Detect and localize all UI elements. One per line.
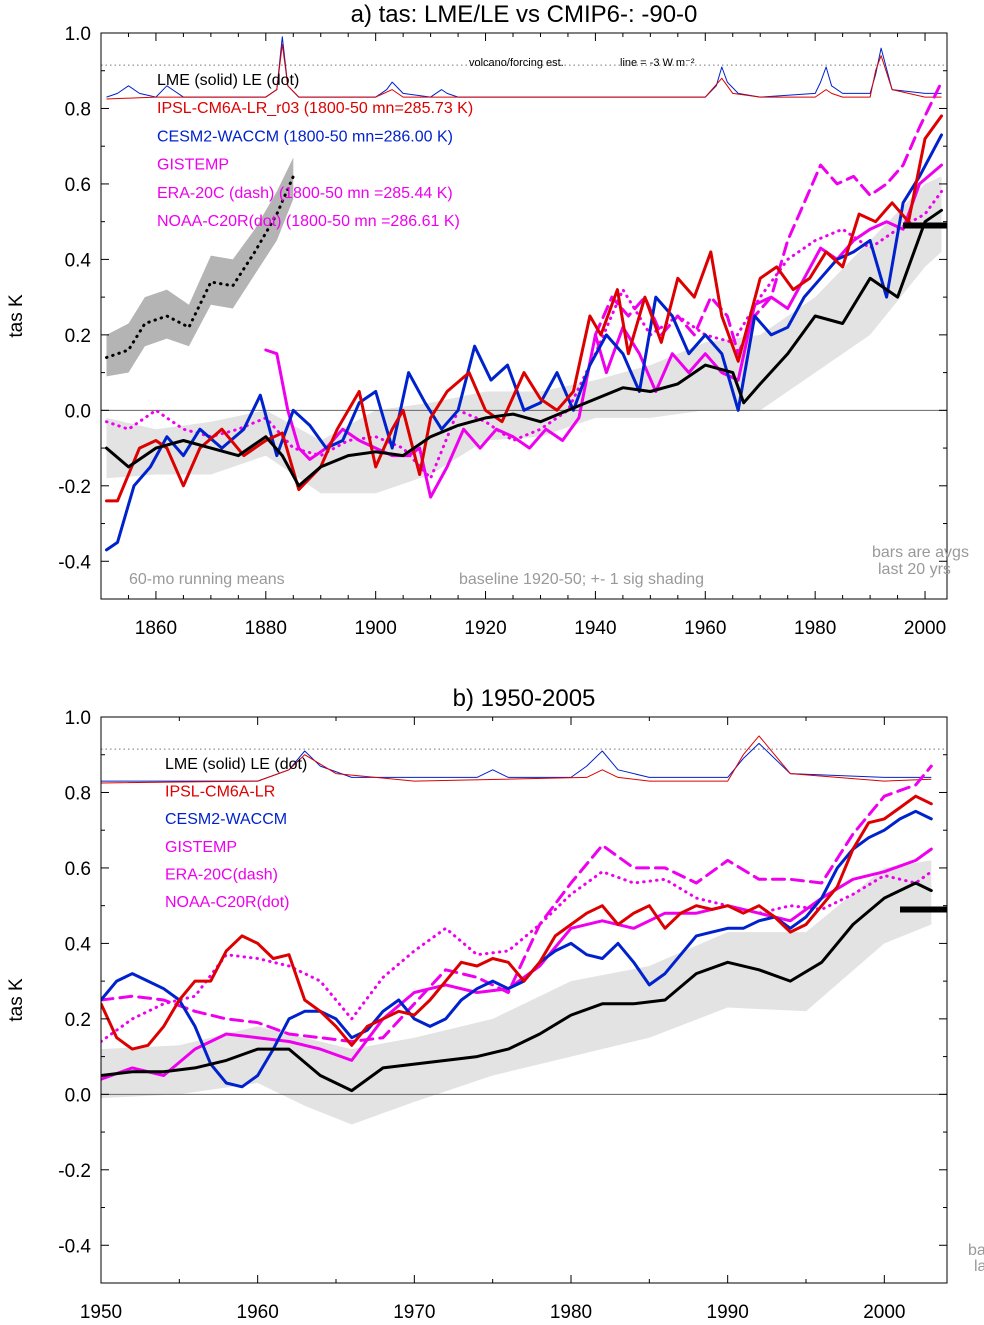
running-mean-note: 60-mo running means bbox=[129, 571, 285, 588]
series-le bbox=[105, 174, 295, 359]
y-tick-label: -0.4 bbox=[58, 552, 91, 573]
x-tick-label: 2000 bbox=[904, 618, 946, 639]
forcing-trace-1 bbox=[101, 735, 932, 784]
x-tick-label: 1980 bbox=[550, 1302, 592, 1323]
legend-entry: CESM2-WACCM (1800-50 mn=286.00 K) bbox=[157, 128, 453, 145]
y-tick-label: 0.0 bbox=[65, 401, 91, 422]
x-tick-label: 1990 bbox=[707, 1302, 749, 1323]
bars-note: last 20 yrs bbox=[878, 561, 951, 578]
y-tick-label: -0.2 bbox=[58, 477, 91, 498]
x-tick-label: 1960 bbox=[237, 1302, 279, 1323]
x-tick-label: 1970 bbox=[393, 1302, 435, 1323]
y-tick-label: 0.8 bbox=[65, 783, 91, 804]
plot-frame bbox=[100, 716, 948, 1284]
y-tick-label: 0.2 bbox=[65, 326, 91, 347]
chart-title: b) 1950-2005 bbox=[453, 685, 596, 712]
legend-entry: ERA-20C (dash) (1800-50 mn =285.44 K) bbox=[157, 185, 453, 202]
series-era-20c bbox=[101, 764, 933, 1043]
series-noaa-c20r bbox=[101, 870, 933, 1043]
x-tick-label: 1920 bbox=[464, 618, 506, 639]
series-lme bbox=[105, 208, 943, 488]
x-tick-label: 1960 bbox=[684, 618, 726, 639]
legend-entry: NOAA-C20R(dot) (1800-50 mn =286.61 K) bbox=[157, 213, 460, 230]
forcing-trace-1 bbox=[106, 43, 942, 100]
x-tick-label: 1900 bbox=[355, 618, 397, 639]
legend-entry: ERA-20C(dash) bbox=[165, 866, 278, 883]
x-tick-label: 2000 bbox=[863, 1302, 905, 1323]
y-tick-label: 0.0 bbox=[65, 1085, 91, 1106]
bars-note: la bbox=[974, 1258, 984, 1275]
y-axis-label: tas K bbox=[6, 294, 27, 338]
y-tick-label: 0.4 bbox=[65, 250, 92, 271]
legend-entry: IPSL-CM6A-LR bbox=[165, 784, 275, 801]
x-tick-label: 1950 bbox=[80, 1302, 122, 1323]
series-noaa-c20r bbox=[105, 190, 943, 480]
plot-frame bbox=[100, 32, 948, 600]
series-ipsl-cm6a-lr bbox=[101, 794, 933, 1051]
chart-title: a) tas: LME/LE vs CMIP6-: -90-0 bbox=[351, 1, 698, 28]
legend-entry: GISTEMP bbox=[165, 839, 237, 856]
lme-sigma-band bbox=[101, 860, 932, 1125]
series-ipsl-cm6a-lr bbox=[105, 114, 943, 503]
series-lme bbox=[101, 881, 933, 1093]
series-cesm2-waccm bbox=[105, 133, 943, 552]
series-cesm2-waccm bbox=[101, 809, 933, 1089]
legend-entry: GISTEMP bbox=[157, 157, 229, 174]
y-tick-label: 0.6 bbox=[65, 175, 91, 196]
y-axis-label: tas K bbox=[6, 978, 27, 1022]
legend-entry: CESM2-WACCM bbox=[165, 811, 287, 828]
bars-note: ba bbox=[968, 1242, 984, 1259]
bars-note: bars are avgs bbox=[872, 544, 969, 561]
x-tick-label: 1940 bbox=[574, 618, 616, 639]
panel-a: 1860 1880 1900 1920 1940 1960 1980 2000 -0.4 -0.2… bbox=[6, 1, 969, 639]
plot-area bbox=[101, 36, 947, 552]
plot-area bbox=[101, 735, 947, 1125]
baseline-note: baseline 1920-50; +- 1 sig shading bbox=[459, 571, 704, 588]
legend-entry: LME (solid) LE (dot) bbox=[165, 756, 307, 773]
volcano-label: volcano/forcing est. bbox=[469, 57, 564, 69]
forcing-line-label: line = -3 W m⁻² bbox=[620, 57, 695, 69]
x-tick-label: 1880 bbox=[245, 618, 287, 639]
panel-b: 1950 1960 1970 1980 1990 2000 -0.4 -0.2 0.0 0.2 0.… bbox=[6, 685, 984, 1323]
y-tick-label: 0.6 bbox=[65, 859, 91, 880]
legend-entry: IPSL-CM6A-LR_r03 (1800-50 mn=285.73 K) bbox=[157, 100, 473, 117]
y-tick-label: -0.4 bbox=[58, 1236, 91, 1257]
y-tick-label: 1.0 bbox=[65, 24, 91, 45]
y-tick-label: 0.8 bbox=[65, 99, 91, 120]
y-tick-label: 0.2 bbox=[65, 1010, 91, 1031]
y-tick-label: 0.4 bbox=[65, 934, 92, 955]
x-tick-label: 1980 bbox=[794, 618, 836, 639]
x-tick-label: 1860 bbox=[135, 618, 177, 639]
le-sigma-band bbox=[106, 157, 294, 377]
legend-entry: LME (solid) LE (dot) bbox=[157, 72, 299, 89]
legend-entry: NOAA-C20R(dot) bbox=[165, 894, 289, 911]
series-gistemp bbox=[101, 847, 933, 1081]
y-tick-label: -0.2 bbox=[58, 1161, 91, 1182]
y-tick-label: 1.0 bbox=[65, 708, 91, 729]
series-era-20c bbox=[593, 80, 943, 356]
